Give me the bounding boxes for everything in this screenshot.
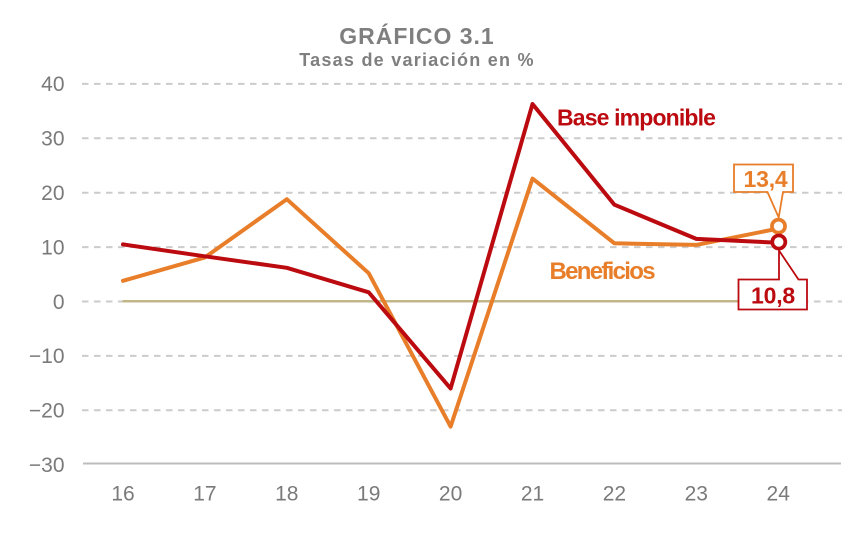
svg-text:−30: −30 <box>29 454 65 477</box>
svg-text:10: 10 <box>41 236 64 259</box>
svg-text:−10: −10 <box>29 345 65 368</box>
svg-text:−20: −20 <box>29 400 65 423</box>
svg-text:40: 40 <box>41 73 64 96</box>
svg-text:24: 24 <box>767 483 791 506</box>
svg-text:20: 20 <box>439 483 462 506</box>
svg-text:0: 0 <box>53 291 65 314</box>
svg-text:13,4: 13,4 <box>744 166 788 192</box>
svg-text:Tasas de variación en %: Tasas de variación en % <box>299 50 535 70</box>
svg-text:Base imponible: Base imponible <box>557 105 715 131</box>
svg-text:Beneficios: Beneficios <box>550 258 656 285</box>
svg-text:23: 23 <box>685 483 708 506</box>
svg-text:19: 19 <box>357 483 380 506</box>
svg-text:GRÁFICO 3.1: GRÁFICO 3.1 <box>339 22 494 49</box>
svg-text:22: 22 <box>603 483 626 506</box>
svg-text:18: 18 <box>275 483 298 506</box>
svg-text:16: 16 <box>111 483 134 506</box>
svg-text:21: 21 <box>521 483 544 506</box>
svg-text:17: 17 <box>193 483 216 506</box>
svg-text:10,8: 10,8 <box>751 283 795 309</box>
svg-text:20: 20 <box>41 182 64 205</box>
svg-text:30: 30 <box>41 128 64 151</box>
